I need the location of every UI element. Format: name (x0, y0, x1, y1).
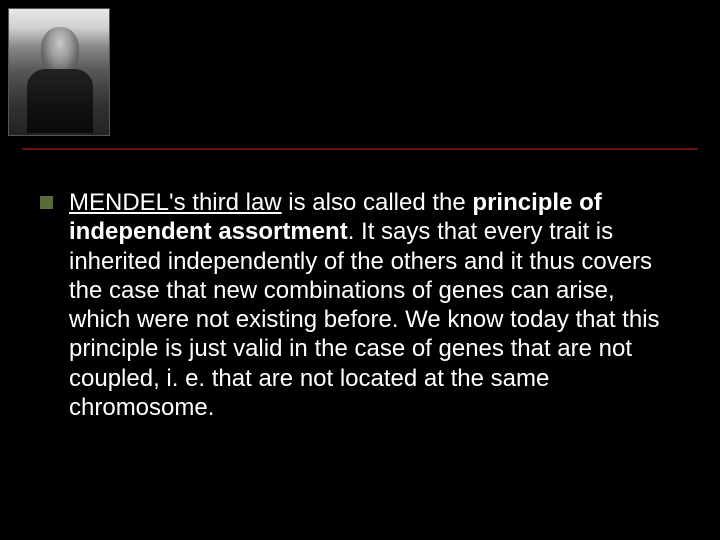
body-paragraph: MENDEL's third law is also called the pr… (69, 188, 680, 422)
content-block: MENDEL's third law is also called the pr… (40, 188, 680, 422)
bullet-square-icon (40, 196, 53, 209)
portrait-image (8, 8, 110, 136)
divider-line (22, 148, 698, 150)
text-seg-1: is also called the (282, 189, 473, 216)
law-link[interactable]: MENDEL's third law (69, 189, 282, 216)
text-seg-2: . It says that every trait is inherited … (69, 218, 660, 421)
